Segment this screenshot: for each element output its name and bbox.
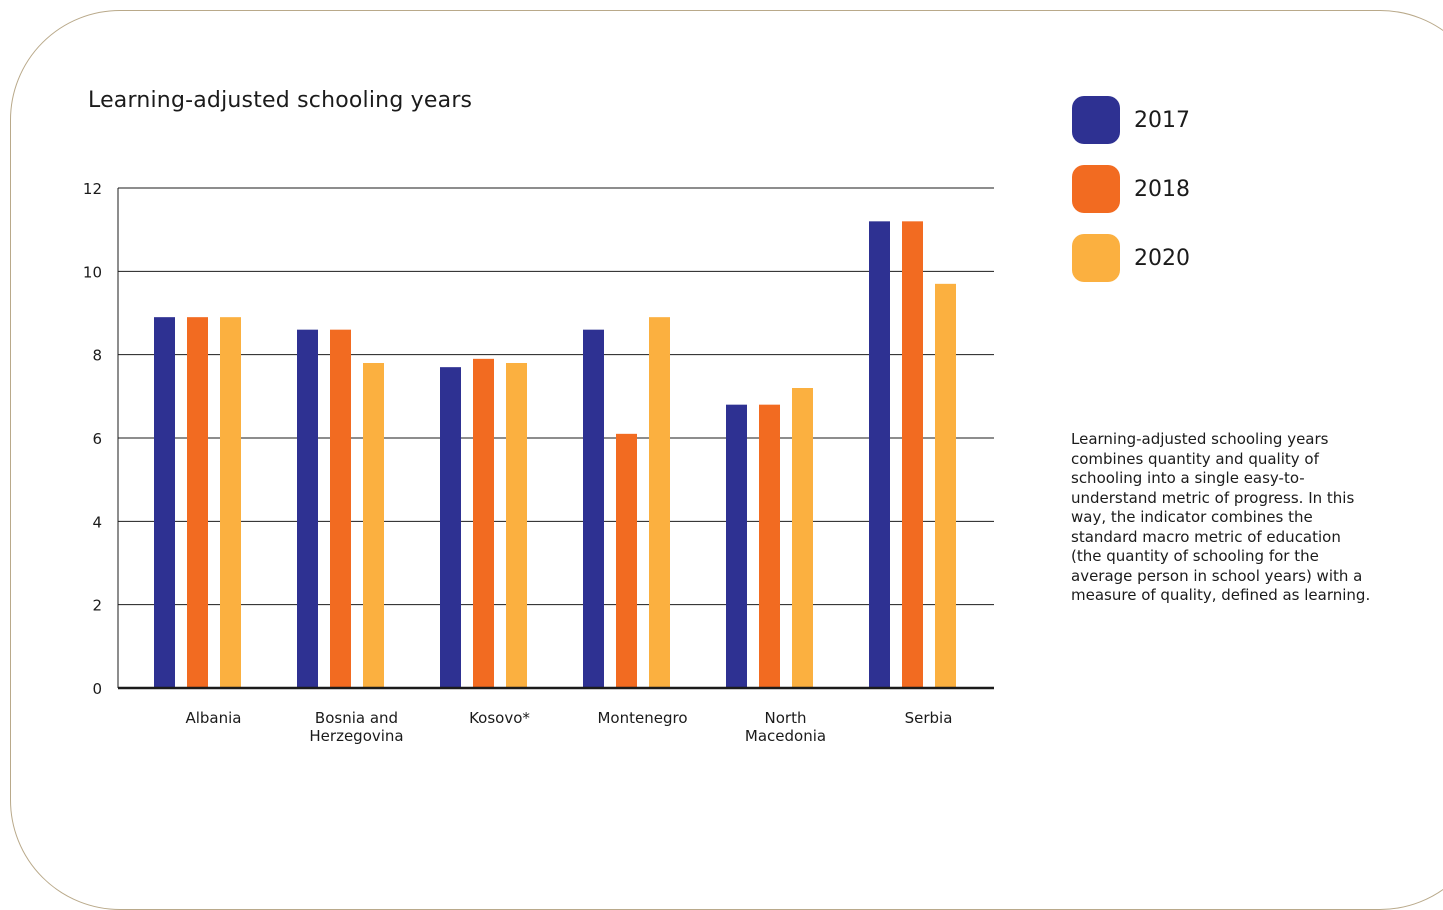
bar-2018-5 — [902, 221, 923, 689]
x-tick-label-line: North — [765, 709, 807, 727]
x-tick-label: Montenegro — [597, 709, 687, 727]
legend-swatch-2020 — [1072, 234, 1120, 282]
bar-2018-4 — [759, 404, 780, 688]
x-tick-label: Serbia — [905, 709, 953, 727]
y-tick-label: 4 — [92, 513, 102, 531]
y-tick-label: 10 — [83, 263, 102, 281]
chart-description: Learning-adjusted schooling years combin… — [1071, 430, 1371, 604]
legend: 2017 2018 2020 — [1072, 96, 1190, 303]
bar-2018-0 — [187, 317, 208, 688]
bar-2017-0 — [154, 317, 175, 688]
legend-label-2018: 2018 — [1134, 176, 1190, 202]
x-tick-label-line: Albania — [185, 709, 241, 727]
bar-2020-1 — [363, 363, 384, 688]
legend-item-2020: 2020 — [1072, 234, 1190, 282]
x-tick-label: Kosovo* — [469, 709, 530, 727]
bar-2020-2 — [506, 363, 527, 688]
bar-2018-3 — [616, 433, 637, 688]
legend-item-2018: 2018 — [1072, 165, 1190, 213]
y-tick-label: 0 — [92, 680, 102, 698]
legend-label-2020: 2020 — [1134, 245, 1190, 271]
x-tick-label: North Macedonia — [745, 709, 826, 745]
x-tick-label-line: Bosnia and — [315, 709, 398, 727]
bar-2018-2 — [473, 358, 494, 688]
legend-item-2017: 2017 — [1072, 96, 1190, 144]
y-tick-label: 12 — [83, 180, 102, 198]
bar-2017-3 — [583, 329, 604, 688]
x-tick-label: Bosnia and Herzegovina — [309, 709, 403, 745]
bar-2020-0 — [220, 317, 241, 688]
bar-2017-2 — [440, 367, 461, 688]
bar-2020-4 — [792, 388, 813, 688]
x-tick-label-line: Montenegro — [597, 709, 687, 727]
y-tick-label: 8 — [92, 347, 102, 365]
bar-2020-3 — [649, 317, 670, 688]
x-tick-label-line: Macedonia — [745, 727, 826, 745]
legend-label-2017: 2017 — [1134, 107, 1190, 133]
x-tick-label-line: Herzegovina — [309, 727, 403, 745]
bar-2018-1 — [330, 329, 351, 688]
bar-2017-5 — [869, 221, 890, 689]
chart-title: Learning-adjusted schooling years — [88, 88, 473, 113]
x-tick-label: Albania — [185, 709, 241, 727]
y-tick-label: 2 — [92, 597, 102, 615]
x-tick-label-line: Kosovo* — [469, 709, 530, 727]
x-tick-label-line: Serbia — [905, 709, 953, 727]
bar-chart: 0 2 4 6 8 10 12 Albania Bosnia and Herzegovina Kos… — [83, 180, 994, 745]
bar-2017-4 — [726, 404, 747, 688]
legend-swatch-2018 — [1072, 165, 1120, 213]
bar-2020-5 — [935, 283, 956, 688]
legend-swatch-2017 — [1072, 96, 1120, 144]
y-tick-label: 6 — [92, 430, 102, 448]
bar-2017-1 — [297, 329, 318, 688]
